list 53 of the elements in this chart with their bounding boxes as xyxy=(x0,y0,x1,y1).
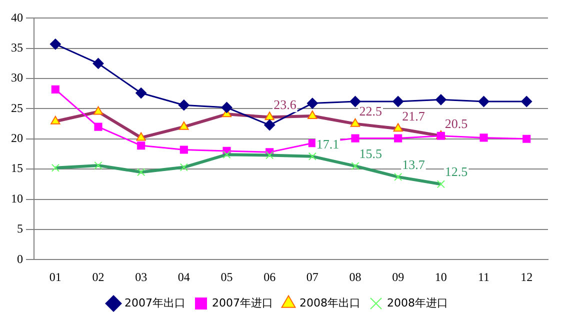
point xyxy=(480,134,488,142)
y-tick-label: 35 xyxy=(11,40,23,55)
point xyxy=(221,102,232,114)
x-tick-label: 09 xyxy=(392,270,404,284)
x-tick-label: 04 xyxy=(178,270,190,284)
point xyxy=(306,98,318,109)
point xyxy=(351,134,360,142)
point xyxy=(51,85,60,94)
point xyxy=(394,134,402,142)
point xyxy=(94,122,102,131)
point xyxy=(137,142,146,150)
x-tick-label: 07 xyxy=(306,270,318,284)
point xyxy=(522,134,531,143)
x-tick-label: 02 xyxy=(92,270,104,284)
point xyxy=(50,38,61,50)
point xyxy=(136,88,147,99)
point xyxy=(478,96,490,107)
y-tick-label: 20 xyxy=(11,131,23,146)
data-label: 20.5 xyxy=(444,116,468,131)
y-tick-label: 40 xyxy=(11,10,23,24)
point xyxy=(264,120,276,131)
x-tick-label: 01 xyxy=(49,270,62,284)
x-tick-label: 06 xyxy=(264,270,276,284)
data-label: 22.5 xyxy=(359,104,382,119)
point xyxy=(180,146,188,154)
point xyxy=(392,96,404,107)
legend-label: 2008年出口 xyxy=(300,296,360,310)
x-tick-label: 05 xyxy=(220,270,233,284)
y-tick-label: 0 xyxy=(17,252,23,266)
legend-label: 2007年出口 xyxy=(124,296,186,310)
y-tick-label: 5 xyxy=(17,222,23,236)
point xyxy=(521,96,532,107)
x-tick-label: 03 xyxy=(135,270,148,284)
x-tick-label: 08 xyxy=(349,270,362,284)
data-label: 21.7 xyxy=(402,108,426,124)
x-tick-label: 11 xyxy=(478,270,490,284)
data-label: 23.6 xyxy=(274,97,297,112)
x-tick-label: 10 xyxy=(434,270,447,284)
data-label: 15.5 xyxy=(359,146,382,161)
data-label: 17.1 xyxy=(316,136,340,152)
y-tick-label: 15 xyxy=(11,161,23,176)
y-tick-label: 30 xyxy=(11,70,23,85)
point xyxy=(92,58,104,69)
data-label: 13.7 xyxy=(402,156,426,172)
y-tick-label: 25 xyxy=(11,100,23,115)
point xyxy=(435,94,446,106)
point xyxy=(350,96,361,107)
point xyxy=(178,100,190,111)
data-label: 12.5 xyxy=(444,164,468,180)
x-tick-label: 12 xyxy=(520,270,533,284)
y-tick-label: 10 xyxy=(11,191,23,206)
legend-label: 2008年进口 xyxy=(386,296,448,310)
legend-label: 2007年进口 xyxy=(212,296,274,310)
